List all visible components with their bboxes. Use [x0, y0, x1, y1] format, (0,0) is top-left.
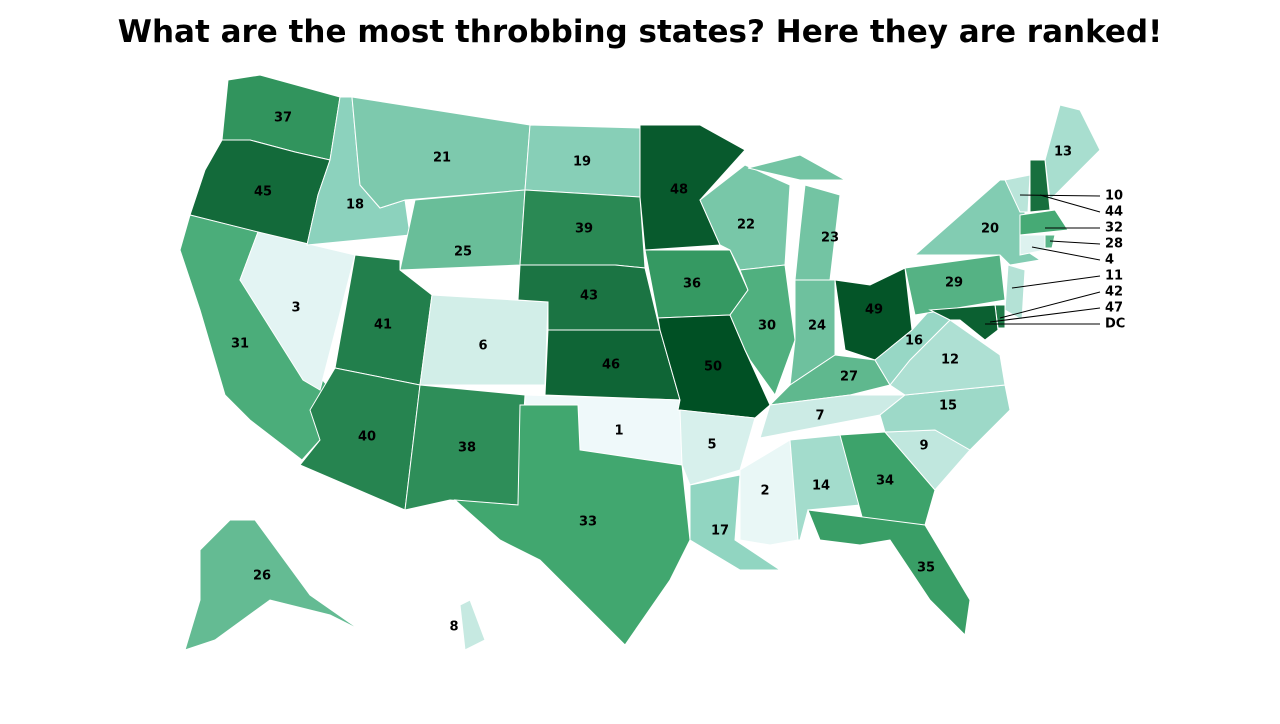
- state-label: 28: [1105, 237, 1123, 252]
- state-label: 43: [580, 289, 598, 304]
- state-label: 23: [821, 231, 839, 246]
- state: [747, 154, 847, 181]
- state-label: 35: [917, 561, 935, 576]
- state-label: 24: [808, 319, 826, 334]
- state: [1004, 174, 1031, 213]
- state: [839, 431, 936, 529]
- state: [239, 231, 356, 391]
- state-label: 41: [374, 318, 392, 333]
- state-label: 46: [602, 358, 620, 373]
- state-label: 6: [478, 339, 487, 354]
- state-label: 17: [711, 524, 729, 539]
- state: [1019, 209, 1069, 236]
- state-label: 20: [981, 222, 999, 237]
- state-label: 37: [274, 111, 292, 126]
- callout-line: [1031, 246, 1101, 261]
- state-label: 5: [707, 438, 716, 453]
- state-label: 45: [254, 185, 272, 200]
- state-label: 31: [231, 337, 249, 352]
- state-label: 1: [614, 424, 623, 439]
- state: [184, 519, 361, 651]
- state: [1044, 104, 1101, 202]
- state-label: 34: [876, 474, 894, 489]
- state-label: 21: [433, 151, 451, 166]
- callout-line: [1019, 194, 1101, 197]
- state-label: 22: [737, 218, 755, 233]
- state-label: 12: [941, 353, 959, 368]
- state-label: 39: [575, 222, 593, 237]
- state-label: 32: [1105, 221, 1123, 236]
- state-label: 47: [1105, 301, 1123, 316]
- state-label: 14: [812, 479, 830, 494]
- state-label: 27: [840, 370, 858, 385]
- state: [904, 254, 1006, 316]
- state-label: 13: [1054, 145, 1072, 160]
- state-label: 29: [945, 276, 963, 291]
- state-label: 16: [905, 334, 923, 349]
- callout-line: [1049, 240, 1101, 245]
- state-label: 26: [253, 569, 271, 584]
- title: What are the most throbbing states? Here…: [118, 14, 1162, 50]
- state-label: DC: [1105, 317, 1125, 332]
- state-label: 49: [865, 303, 883, 318]
- state-label: 48: [670, 183, 688, 198]
- state-label: 15: [939, 399, 957, 414]
- state-label: 36: [683, 277, 701, 292]
- state: [913, 179, 1042, 266]
- state-label: 40: [358, 430, 376, 445]
- callout-line: [1039, 194, 1101, 213]
- state-label: 42: [1105, 285, 1123, 300]
- callout-line: [1011, 275, 1101, 289]
- state-label: 30: [758, 319, 776, 334]
- state-label: 4: [1105, 253, 1114, 268]
- state-label: 38: [458, 441, 476, 456]
- state-label: 7: [815, 409, 824, 424]
- state-label: 19: [573, 155, 591, 170]
- state-label: 2: [760, 484, 769, 499]
- state-label: 9: [919, 439, 928, 454]
- state: [739, 439, 799, 546]
- state-label: 3: [291, 301, 300, 316]
- state: [459, 599, 486, 651]
- state-label: 18: [346, 198, 364, 213]
- state-label: 10: [1105, 189, 1123, 204]
- state: [807, 509, 971, 637]
- state: [729, 264, 796, 397]
- state-label: 44: [1105, 205, 1123, 220]
- state-label: 25: [454, 245, 472, 260]
- state-label: 11: [1105, 269, 1123, 284]
- state-label: 33: [579, 515, 597, 530]
- callout-line: [999, 291, 1101, 319]
- state: [1019, 234, 1046, 256]
- state-label: 8: [449, 620, 458, 635]
- state-label: 50: [704, 360, 722, 375]
- state: [1004, 264, 1026, 321]
- state: [679, 409, 756, 486]
- callout-line: [989, 307, 1101, 323]
- state: [453, 404, 691, 646]
- state: [928, 304, 999, 341]
